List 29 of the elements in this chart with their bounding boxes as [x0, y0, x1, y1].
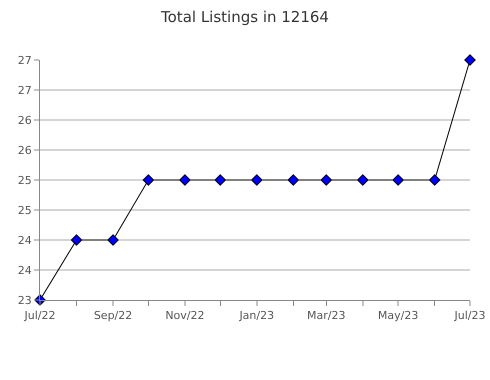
x-tick-label: Jul/22 [24, 309, 56, 322]
point [428, 174, 440, 186]
point [288, 174, 299, 186]
point [357, 174, 368, 186]
x-tick-label: Jul/23 [454, 309, 486, 322]
y-tick-label: 23 [18, 294, 32, 307]
point [251, 174, 262, 186]
point [214, 174, 226, 186]
y-tick-label: 27 [18, 54, 32, 67]
x-tick-label: Mar/23 [307, 309, 346, 322]
y-tick-label: 25 [18, 204, 32, 217]
y-tick-label: 25 [18, 174, 32, 187]
x-tick-label: Jan/23 [238, 309, 274, 322]
x-tick-label: Sep/22 [94, 309, 132, 322]
point [70, 234, 82, 246]
point [464, 54, 476, 66]
x-tick-label: May/23 [378, 309, 418, 322]
point [392, 174, 404, 186]
y-tick-label: 26 [18, 144, 32, 157]
chart-title: Total Listings in 12164 [160, 8, 329, 26]
y-tick-label: 26 [18, 114, 32, 127]
y-tick-label: 24 [18, 234, 32, 247]
y-tick-label: 24 [18, 264, 32, 277]
point [142, 174, 154, 186]
point [107, 234, 119, 246]
point [179, 174, 191, 186]
y-tick-label: 27 [18, 84, 32, 97]
point [320, 174, 332, 186]
x-tick-label: Nov/22 [165, 309, 204, 322]
